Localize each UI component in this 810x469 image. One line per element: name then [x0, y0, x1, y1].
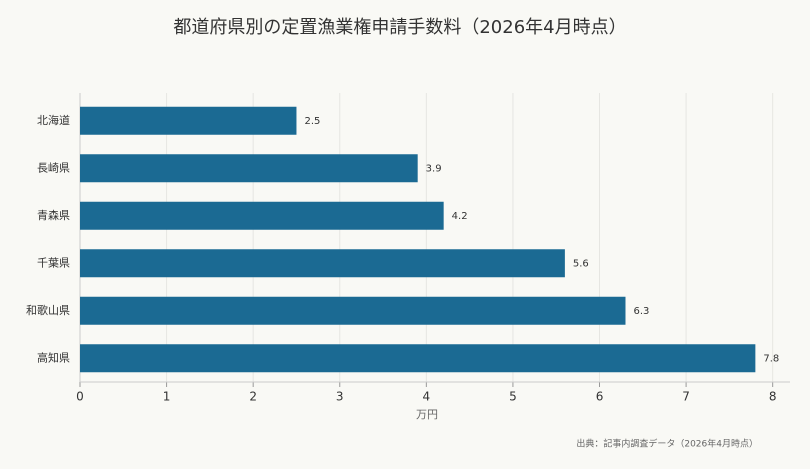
x-axis-label: 万円: [416, 408, 438, 421]
y-tick-label: 和歌山県: [26, 303, 70, 317]
data-label: 6.3: [633, 306, 649, 317]
bar: [80, 344, 756, 373]
y-tick-label: 長崎県: [37, 160, 70, 174]
chart-title: 都道府県別の定置漁業権申請手数料（2026年4月時点）: [173, 17, 626, 38]
bar: [80, 249, 565, 278]
x-tick-label: 7: [682, 390, 690, 404]
x-tick-label: 0: [76, 390, 84, 404]
source-note: 出典：記事内調査データ（2026年4月時点）: [576, 438, 758, 450]
x-tick-label: 8: [769, 390, 777, 404]
bar: [80, 154, 418, 183]
x-tick-label: 1: [163, 390, 171, 404]
bar: [80, 106, 297, 135]
x-tick-label: 4: [423, 390, 431, 404]
y-tick-label: 千葉県: [37, 255, 70, 269]
data-label: 4.2: [452, 211, 468, 222]
data-label: 5.6: [573, 258, 589, 269]
x-tick-label: 5: [509, 390, 517, 404]
data-label: 2.5: [304, 116, 320, 127]
x-tick-label: 6: [596, 390, 604, 404]
y-tick-label: 青森県: [37, 208, 70, 222]
x-tick-label: 3: [336, 390, 344, 404]
bar: [80, 201, 444, 230]
y-tick-label: 北海道: [37, 113, 70, 127]
bar: [80, 296, 626, 325]
x-tick-label: 2: [249, 390, 257, 404]
data-label: 3.9: [426, 163, 442, 174]
data-label: 7.8: [763, 353, 779, 364]
y-tick-label: 高知県: [37, 350, 70, 364]
